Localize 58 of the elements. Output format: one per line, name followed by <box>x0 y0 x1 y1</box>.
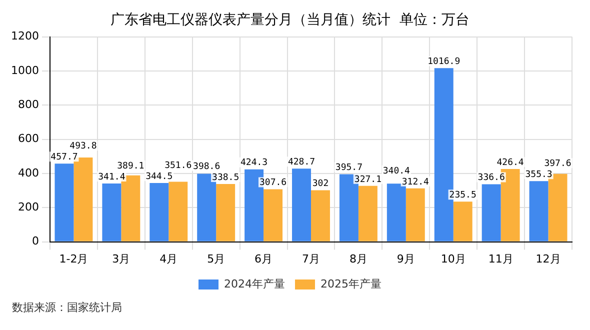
data-label: 428.7 <box>288 157 316 168</box>
bar <box>168 182 188 242</box>
legend-label: 2025年产量 <box>320 277 382 290</box>
x-tick-label: 11月 <box>488 252 514 266</box>
data-label: 493.8 <box>70 141 97 152</box>
x-tick-label: 6月 <box>254 252 273 266</box>
y-tick-label: 800 <box>18 98 39 111</box>
data-label: 457.7 <box>50 152 78 162</box>
legend-label: 2024年产量 <box>224 277 286 290</box>
chart-title: 广东省电工仪器仪表产量分月（当月值）统计 单位：万台 <box>110 12 470 28</box>
x-tick-label: 12月 <box>536 252 561 266</box>
bar <box>453 202 472 242</box>
bar <box>292 168 311 242</box>
data-label: 307.6 <box>259 178 287 188</box>
data-label: 235.5 <box>449 190 476 200</box>
bar <box>150 182 169 242</box>
bar <box>216 184 236 242</box>
data-label: 397.6 <box>544 158 572 169</box>
x-tick-label: 5月 <box>207 252 226 266</box>
data-label: 336.6 <box>478 173 505 184</box>
data-label: 340.4 <box>382 166 410 176</box>
bar <box>264 189 283 242</box>
x-tick-label: 10月 <box>440 252 466 266</box>
data-label: 312.4 <box>402 177 429 188</box>
y-tick-label: 400 <box>18 166 39 180</box>
bar <box>386 184 406 242</box>
data-label: 338.5 <box>212 172 240 183</box>
bar <box>529 181 548 242</box>
x-tick-label: 1-2月 <box>59 252 88 266</box>
data-label: 344.5 <box>146 172 173 182</box>
source-note: 数据来源：国家统计局 <box>11 300 123 315</box>
x-tick-label: 7月 <box>302 252 320 266</box>
data-label: 424.3 <box>240 158 268 168</box>
data-label: 355.3 <box>525 170 552 180</box>
x-tick-label: 9月 <box>396 252 415 266</box>
data-label: 426.4 <box>496 158 524 168</box>
bar <box>102 183 122 242</box>
data-label: 1016.9 <box>428 56 460 67</box>
x-tick-label: 8月 <box>349 252 368 266</box>
bar <box>358 186 378 242</box>
bar <box>54 164 74 242</box>
bar <box>406 188 425 242</box>
data-label: 398.6 <box>193 162 220 172</box>
bar <box>310 190 330 242</box>
x-tick-label: 4月 <box>160 252 178 266</box>
bar <box>482 184 501 242</box>
y-tick-label: 600 <box>18 132 39 146</box>
data-label: 327.1 <box>354 174 382 185</box>
y-tick-label: 1200 <box>10 30 39 43</box>
y-tick-label: 200 <box>18 200 39 214</box>
x-tick-label: 3月 <box>112 252 130 266</box>
data-label: 389.1 <box>117 161 144 172</box>
y-tick-label: 1000 <box>10 64 39 77</box>
y-tick-label: 0 <box>32 234 39 248</box>
data-label: 351.6 <box>164 160 192 171</box>
data-label: 395.7 <box>335 163 363 174</box>
data-label: 341.4 <box>98 172 126 182</box>
data-label: 302 <box>312 179 329 190</box>
